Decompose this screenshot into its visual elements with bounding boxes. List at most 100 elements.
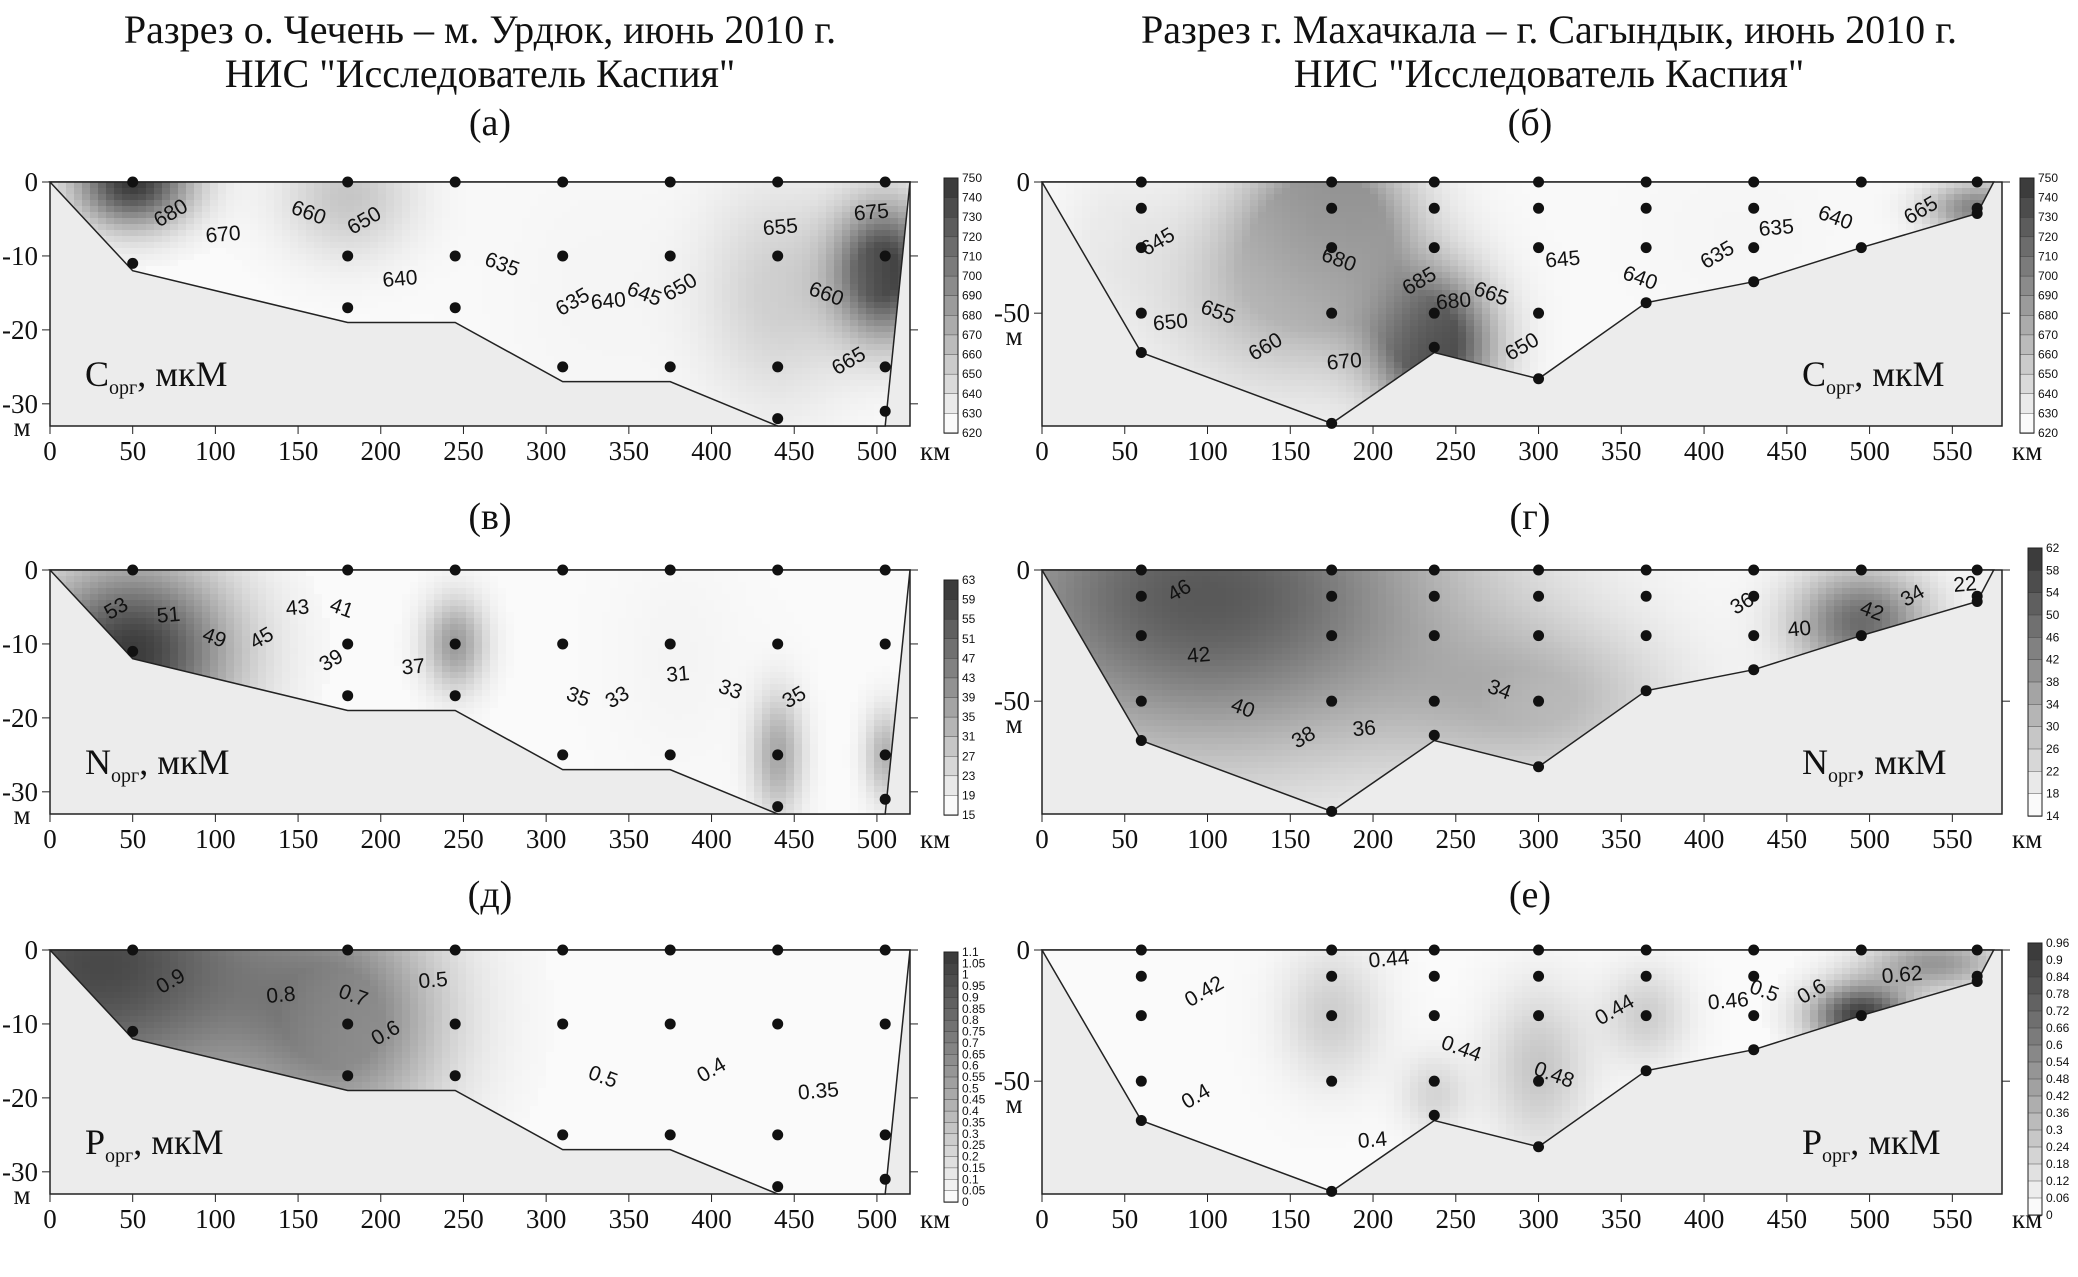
field-cell — [274, 212, 283, 219]
field-cell — [658, 308, 667, 315]
field-cell — [666, 308, 675, 315]
field-cell — [1674, 188, 1683, 195]
field-cell — [634, 308, 643, 315]
field-cell — [850, 332, 859, 339]
field-cell — [490, 290, 499, 297]
field-cell — [778, 272, 787, 279]
field-cell — [426, 296, 435, 303]
field-cell — [1402, 200, 1411, 207]
field-cell — [1410, 188, 1419, 195]
field-cell — [794, 332, 803, 339]
field-cell — [410, 194, 419, 201]
field-cell — [818, 254, 827, 261]
field-cell — [266, 230, 275, 237]
field-cell — [1394, 188, 1403, 195]
field-cell — [842, 386, 851, 393]
field-cell — [338, 212, 347, 219]
field-cell — [834, 212, 843, 219]
field-cell — [1410, 194, 1419, 201]
field-cell — [834, 344, 843, 351]
field-cell — [858, 266, 867, 273]
field-cell — [498, 308, 507, 315]
field-cell — [842, 188, 851, 195]
field-cell — [658, 254, 667, 261]
field-cell — [314, 194, 323, 201]
field-cell — [682, 338, 691, 345]
field-cell — [522, 308, 531, 315]
field-cell — [698, 278, 707, 285]
field-cell — [402, 242, 411, 249]
field-cell — [522, 188, 531, 195]
field-cell — [1434, 194, 1443, 201]
field-cell — [874, 218, 883, 225]
field-cell — [210, 194, 219, 201]
field-cell — [834, 350, 843, 357]
field-cell — [1338, 200, 1347, 207]
field-cell — [738, 194, 747, 201]
field-cell — [1122, 182, 1131, 189]
field-cell — [746, 182, 755, 189]
field-cell — [714, 314, 723, 321]
field-cell — [858, 410, 867, 417]
field-cell — [658, 272, 667, 279]
field-cell — [802, 416, 811, 423]
field-cell — [554, 248, 563, 255]
field-cell — [434, 182, 443, 189]
field-cell — [698, 236, 707, 243]
field-cell — [658, 248, 667, 255]
field-cell — [306, 266, 315, 273]
field-cell — [762, 230, 771, 237]
field-cell — [762, 308, 771, 315]
x-unit-label: км — [920, 436, 950, 466]
field-cell — [474, 290, 483, 297]
field-cell — [114, 188, 123, 195]
field-cell — [634, 272, 643, 279]
field-cell — [658, 296, 667, 303]
field-cell — [1570, 200, 1579, 207]
field-cell — [722, 338, 731, 345]
field-cell — [538, 224, 547, 231]
field-cell — [706, 368, 715, 375]
field-cell — [754, 242, 763, 249]
field-cell — [546, 236, 555, 243]
field-cell — [234, 224, 243, 231]
station-point — [664, 361, 676, 373]
field-cell — [786, 188, 795, 195]
field-cell — [594, 266, 603, 273]
field-cell — [578, 188, 587, 195]
field-cell — [66, 194, 75, 201]
field-cell — [826, 224, 835, 231]
field-cell — [322, 182, 331, 189]
field-cell — [874, 194, 883, 201]
field-cell — [778, 332, 787, 339]
field-cell — [602, 194, 611, 201]
field-cell — [746, 218, 755, 225]
field-cell — [858, 242, 867, 249]
field-cell — [698, 218, 707, 225]
field-cell — [1730, 188, 1739, 195]
field-cell — [738, 404, 747, 411]
field-cell — [282, 290, 291, 297]
field-cell — [138, 200, 147, 207]
field-cell — [762, 326, 771, 333]
field-cell — [730, 200, 739, 207]
field-cell — [850, 194, 859, 201]
field-cell — [450, 272, 459, 279]
field-cell — [650, 242, 659, 249]
field-cell — [826, 356, 835, 363]
field-cell — [338, 194, 347, 201]
field-cell — [1818, 182, 1827, 189]
field-cell — [482, 314, 491, 321]
field-cell — [1178, 200, 1187, 207]
field-cell — [338, 224, 347, 231]
field-cell — [410, 278, 419, 285]
field-cell — [1586, 194, 1595, 201]
field-cell — [1794, 188, 1803, 195]
field-cell — [346, 284, 355, 291]
field-cell — [1842, 188, 1851, 195]
field-cell — [530, 236, 539, 243]
field-cell — [610, 332, 619, 339]
field-cell — [794, 254, 803, 261]
field-cell — [650, 344, 659, 351]
field-cell — [626, 236, 635, 243]
